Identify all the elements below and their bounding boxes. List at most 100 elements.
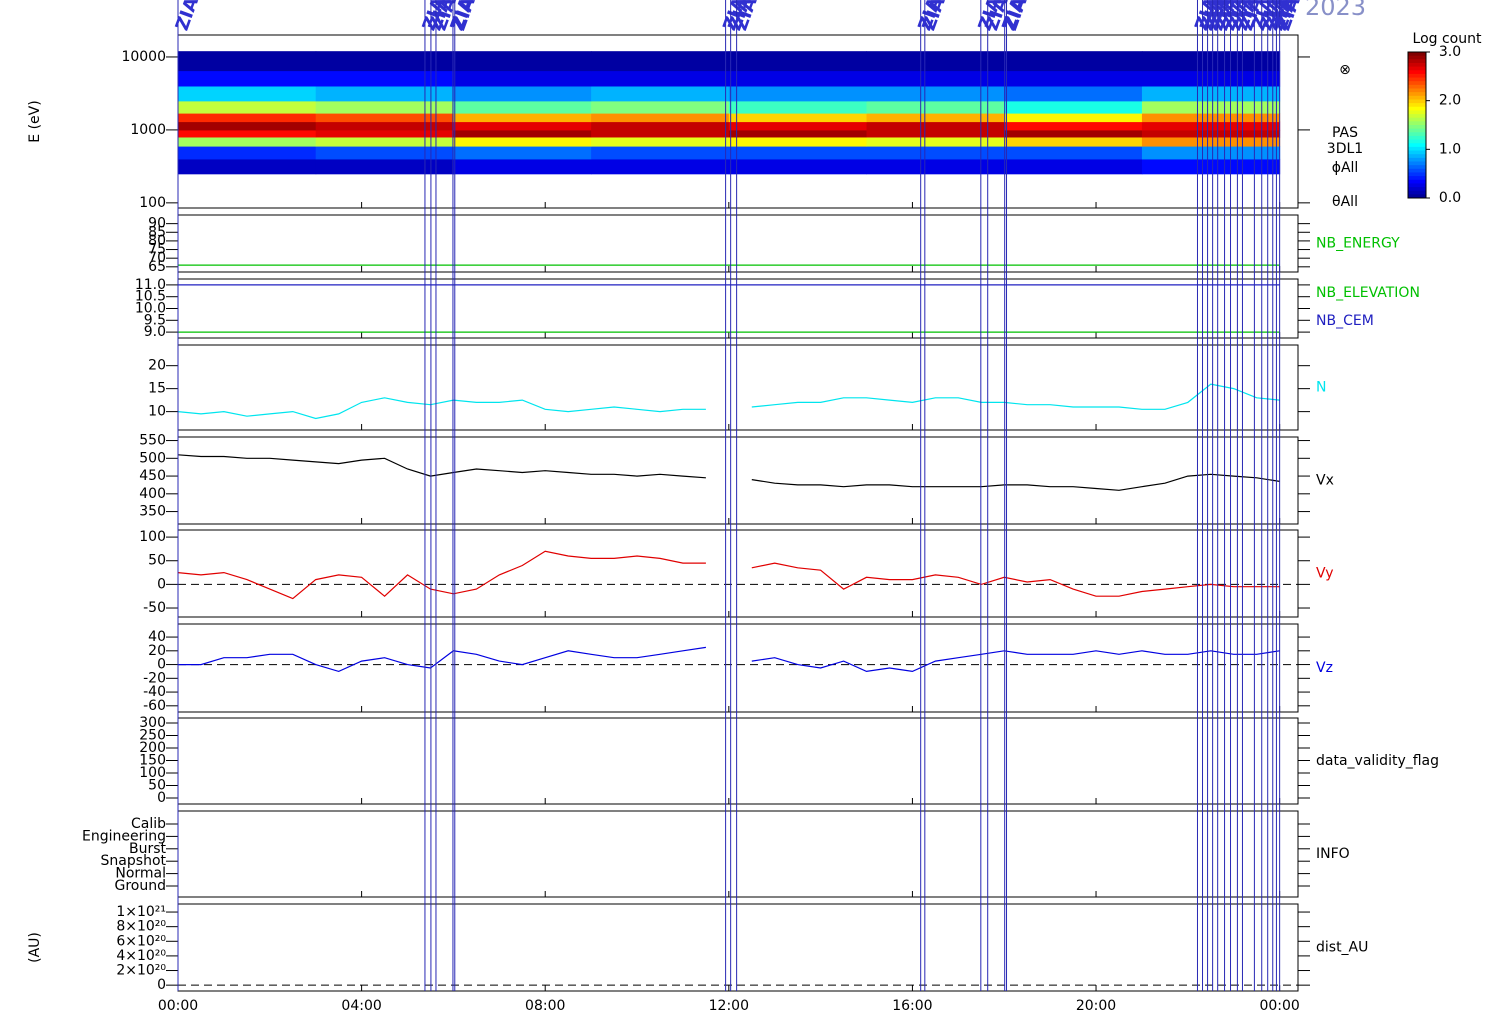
- y-tick-label: 65: [148, 259, 166, 275]
- spectrogram-cell: [1141, 121, 1281, 131]
- y-tick-label: 550: [139, 433, 166, 449]
- spectrogram-cell: [453, 100, 592, 114]
- colorbar-tick-label: 3.0: [1439, 44, 1461, 60]
- colorbar-tick-label: 1.0: [1439, 141, 1461, 157]
- y-tick-label: -50: [143, 600, 166, 616]
- spectrogram-cell: [728, 100, 868, 114]
- spectrogram-cell: [453, 146, 592, 160]
- colorbar-step: [1408, 187, 1426, 192]
- y-tick-label: 300: [139, 715, 166, 731]
- colorbar-step: [1408, 183, 1426, 188]
- colorbar-step: [1408, 179, 1426, 184]
- series-line: [177, 454, 1280, 491]
- spectrogram-cell: [315, 136, 454, 147]
- spectrogram-cell: [1141, 100, 1281, 114]
- spectrogram-cell: [1004, 100, 1143, 114]
- y-tick-label: 4×10²⁰: [116, 948, 166, 964]
- y-tick-label: 100: [139, 195, 166, 211]
- spectrogram-cell: [178, 121, 317, 131]
- colorbar-step: [1408, 139, 1426, 144]
- colorbar-step: [1408, 77, 1426, 82]
- colorbar-step: [1408, 99, 1426, 104]
- spectrogram-cell: [866, 100, 1005, 114]
- y-tick-label: 100: [139, 765, 166, 781]
- spectrogram-cell: [728, 158, 868, 175]
- y-tick-label: 0: [157, 790, 166, 806]
- spectrogram-cell: [866, 146, 1005, 160]
- y-tick-label: 250: [139, 728, 166, 744]
- series-label: Vz: [1316, 660, 1333, 676]
- colorbar-title: Log count: [1413, 31, 1482, 47]
- colorbar-step: [1408, 143, 1426, 148]
- spectrogram-cell: [453, 136, 592, 147]
- y-tick-label: 450: [139, 468, 166, 484]
- colorbar-step: [1408, 84, 1426, 89]
- chart-title: 2023: [1305, 0, 1366, 21]
- y-tick-label: 1000: [130, 122, 166, 138]
- spectrogram-cell: [591, 121, 730, 131]
- spectrogram-cell: [728, 51, 868, 72]
- y-tick-label: 80: [148, 233, 166, 249]
- spectrogram-cell: [1141, 129, 1281, 138]
- spectrogram-cell: [315, 121, 454, 131]
- spectrogram-cell: [1141, 70, 1281, 87]
- side-label: 3DL1: [1327, 141, 1363, 157]
- y-tick-label: 50: [148, 778, 166, 794]
- series-line: [177, 550, 1280, 600]
- y-tick-label: -40: [143, 684, 166, 700]
- spectrogram-cell: [1141, 51, 1281, 72]
- colorbar-step: [1408, 165, 1426, 170]
- spectrogram-cell: [1004, 85, 1143, 102]
- y-tick-label: 50: [148, 553, 166, 569]
- spectrogram-cell: [453, 113, 592, 123]
- spectrogram-cell: [591, 146, 730, 160]
- panel-label: dist_AU: [1316, 940, 1368, 956]
- colorbar-step: [1408, 150, 1426, 155]
- y-tick-label: 0: [157, 977, 166, 993]
- y-tick-label: 20: [148, 358, 166, 374]
- panel-frame: [177, 278, 1299, 339]
- panel-frame: [177, 436, 1299, 525]
- spectrogram-cell: [1141, 85, 1281, 102]
- spectrogram-cell: [591, 129, 730, 138]
- spectrogram-cell: [728, 113, 868, 123]
- spectrogram-cell: [728, 70, 868, 87]
- colorbar-step: [1408, 88, 1426, 93]
- spectrogram-cell: [866, 136, 1005, 147]
- colorbar-step: [1408, 62, 1426, 68]
- y-tick-label: 11.0: [135, 277, 166, 293]
- side-label: ⊗: [1339, 62, 1351, 78]
- spectrogram-cell: [315, 51, 454, 72]
- spectrogram-cell: [315, 158, 454, 175]
- colorbar-step: [1408, 70, 1426, 75]
- colorbar-step: [1408, 73, 1426, 79]
- spectrogram-cell: [315, 146, 454, 160]
- side-label: PAS: [1332, 125, 1358, 141]
- spectrogram-cell: [178, 129, 317, 138]
- y-category-label: Engineering: [82, 828, 166, 844]
- spectrogram-cell: [866, 129, 1005, 138]
- spectrogram-cell: [866, 51, 1005, 72]
- colorbar-step: [1408, 92, 1426, 97]
- colorbar-step: [1408, 190, 1426, 195]
- colorbar-tick-label: 2.0: [1439, 93, 1461, 109]
- y-tick-label: 40: [148, 629, 166, 645]
- colorbar-step: [1408, 154, 1426, 159]
- spectrogram-cell: [315, 100, 454, 114]
- colorbar-step: [1408, 194, 1426, 199]
- spectrogram-cell: [453, 85, 592, 102]
- y-tick-label: 70: [148, 250, 166, 266]
- side-label: ϕAll: [1332, 160, 1359, 176]
- panel-frame: [177, 717, 1299, 805]
- spectrogram-cell: [591, 158, 730, 175]
- colorbar-step: [1408, 55, 1426, 60]
- side-label: θAll: [1332, 194, 1358, 210]
- colorbar-frame: [1407, 51, 1427, 199]
- spectrogram-cell: [728, 121, 868, 131]
- spectrogram-cell: [1004, 51, 1143, 72]
- panel-label: data_validity_flag: [1316, 753, 1439, 769]
- colorbar-step: [1408, 128, 1426, 133]
- y-axis-label: E (eV): [27, 100, 43, 142]
- series-label: N: [1316, 380, 1326, 396]
